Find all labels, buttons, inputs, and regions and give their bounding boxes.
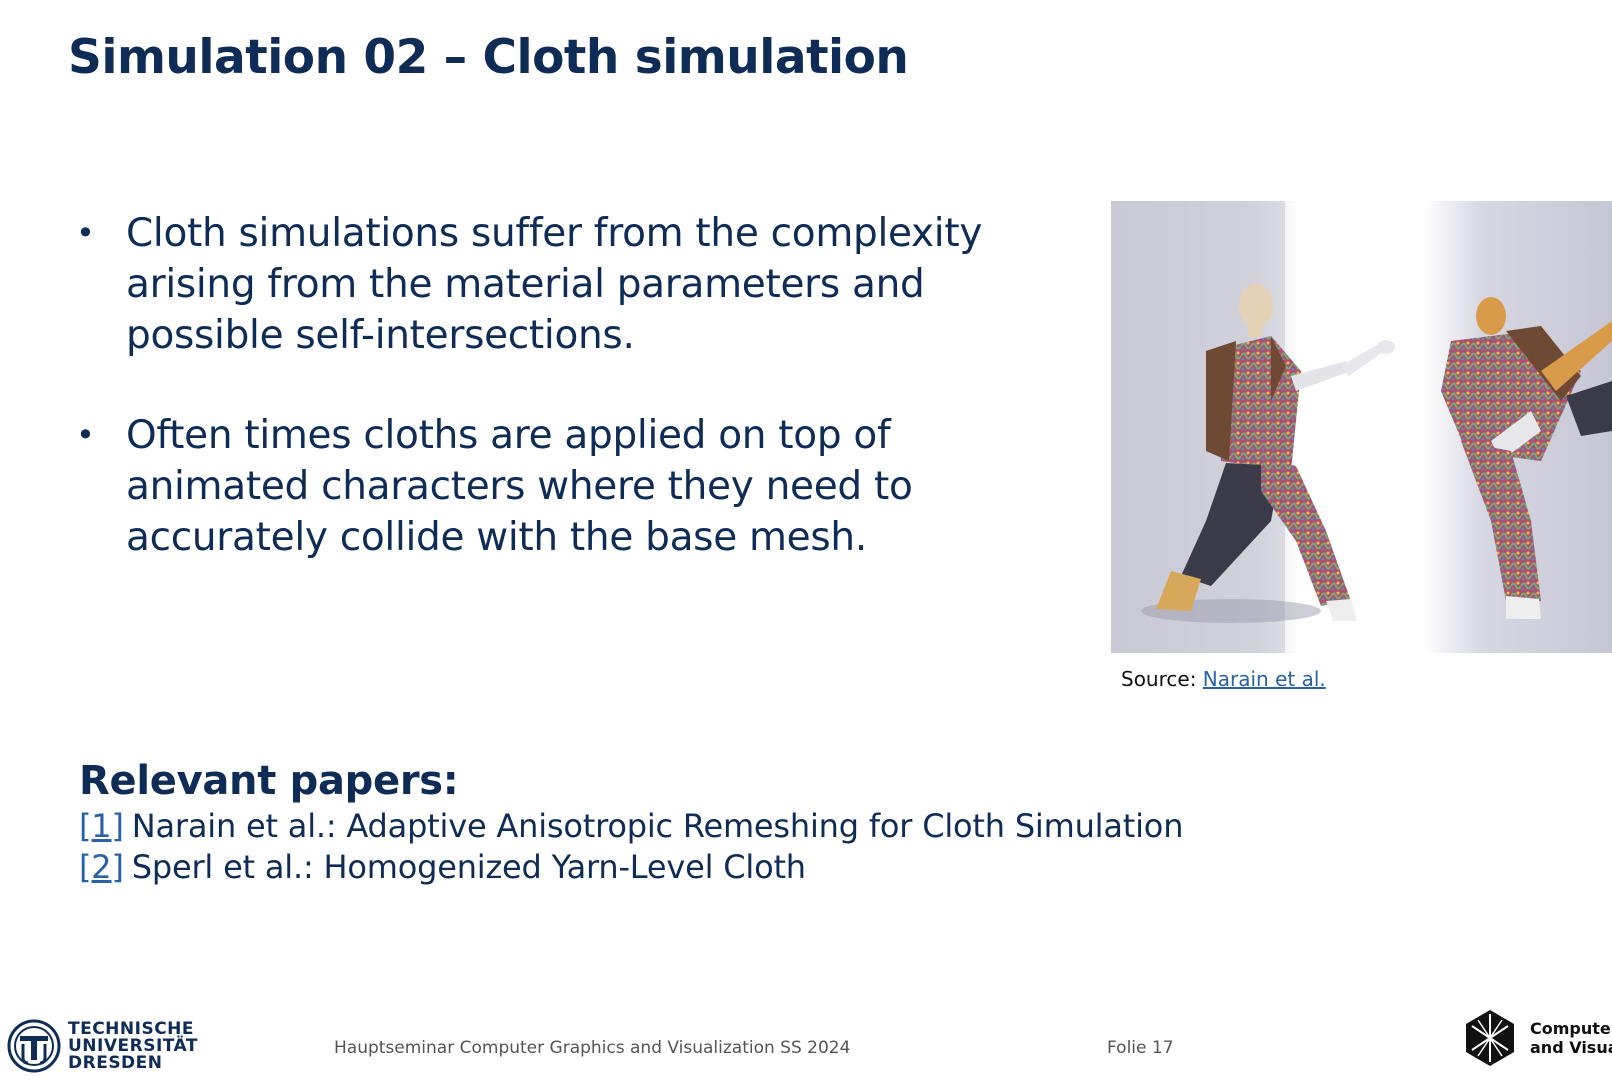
slide-title: Simulation 02 – Cloth simulation <box>68 30 909 85</box>
university-line: UNIVERSITÄT <box>68 1035 198 1056</box>
paper-item: [2] Sperl et al.: Homogenized Yarn-Level … <box>79 847 1279 888</box>
paper-ref-link[interactable]: [1] <box>79 807 124 845</box>
university-line: TECHNISCHE <box>68 1018 195 1039</box>
bullet-text: Often times cloths are applied on top of… <box>126 413 913 560</box>
bullet-item: • Cloth simulations suffer from the comp… <box>76 208 1026 361</box>
bullet-text: Cloth simulations suffer from the comple… <box>126 211 983 358</box>
tu-dresden-logo: TECHNISCHE UNIVERSITÄT DRESDEN <box>6 1018 198 1074</box>
source-link[interactable]: Narain et al. <box>1202 667 1326 691</box>
lab-line: and Visua <box>1530 1038 1612 1057</box>
cgv-lab-logo: Computer and Visua <box>1458 1006 1612 1070</box>
image-source-caption: Source: Narain et al. <box>1121 667 1326 691</box>
bullet-marker: • <box>76 416 95 454</box>
university-line: DRESDEN <box>68 1052 163 1073</box>
paper-title: Sperl et al.: Homogenized Yarn-Level Clo… <box>131 848 806 886</box>
cgv-emblem-icon <box>1466 1010 1514 1066</box>
papers-heading: Relevant papers: <box>79 758 459 804</box>
lab-name: Computer and Visua <box>1530 1019 1612 1057</box>
footer-page-number: Folie 17 <box>1107 1038 1174 1058</box>
bullet-list: • Cloth simulations suffer from the comp… <box>76 208 1026 563</box>
paper-ref-link[interactable]: [2] <box>79 848 124 886</box>
source-prefix: Source: <box>1121 667 1197 691</box>
footer-course: Hauptseminar Computer Graphics and Visua… <box>334 1038 851 1058</box>
university-name: TECHNISCHE UNIVERSITÄT DRESDEN <box>68 1018 198 1073</box>
bullet-item: • Often times cloths are applied on top … <box>76 410 1026 563</box>
lab-line: Computer <box>1530 1019 1612 1038</box>
paper-item: [1] Narain et al.: Adaptive Anisotropic R… <box>79 806 1279 847</box>
cloth-simulation-image <box>1111 201 1612 653</box>
paper-title: Narain et al.: Adaptive Anisotropic Reme… <box>131 807 1184 845</box>
relevant-papers: Relevant papers: [1] Narain et al.: Adapt… <box>79 756 1279 888</box>
tu-dresden-emblem-icon <box>7 1019 61 1073</box>
bullet-marker: • <box>76 214 95 252</box>
